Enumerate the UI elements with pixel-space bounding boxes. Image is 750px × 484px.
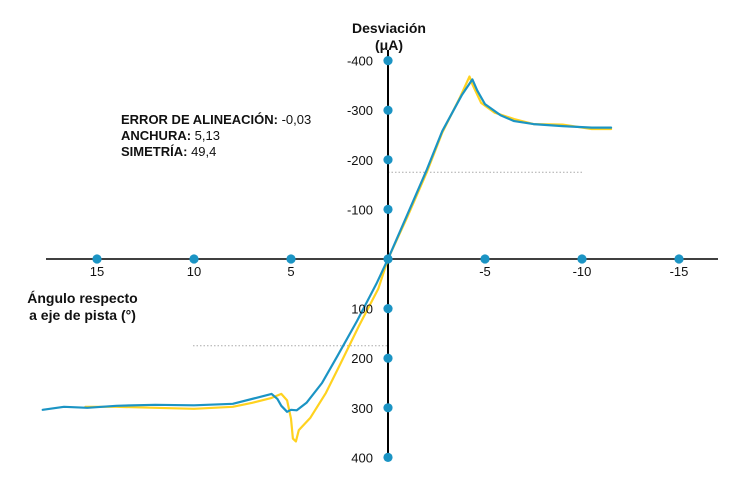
x-axis-title-line1: Ángulo respecto [27, 290, 138, 306]
y-tick-label: -100 [347, 202, 373, 217]
width-label: ANCHURA: [121, 128, 192, 143]
x-tick-marker [92, 254, 102, 264]
origin-marker [383, 254, 393, 264]
width-value: 5,13 [194, 128, 220, 143]
x-tick-label: -10 [573, 264, 592, 279]
y-tick-marker [383, 452, 393, 462]
y-tick-label: 300 [351, 401, 373, 416]
alignment-error-label: ERROR DE ALINEACIÓN: [121, 112, 278, 127]
y-tick-marker [383, 403, 393, 413]
y-tick-label: 100 [351, 302, 373, 317]
x-tick-marker [480, 254, 490, 264]
y-axis-title-line2: (μA) [375, 37, 403, 53]
y-tick-marker [383, 204, 393, 214]
y-tick-label: -300 [347, 103, 373, 118]
alignment-error-value: -0,03 [281, 112, 312, 127]
y-axis-title-line1: Desviación [352, 20, 426, 36]
tick-labels: 15 10 5 -5 -10 -15 -400 -300 -200 -100 100 200 300 40… [90, 54, 689, 466]
y-tick-label: -200 [347, 153, 373, 168]
x-tick-marker [577, 254, 587, 264]
y-tick-marker [383, 105, 393, 115]
symmetry-value: 49,4 [191, 144, 217, 159]
x-tick-marker [189, 254, 199, 264]
x-tick-label: -15 [670, 264, 689, 279]
x-tick-label: 15 [90, 264, 104, 279]
x-tick-label: -5 [479, 264, 491, 279]
x-tick-label: 5 [287, 264, 294, 279]
width-stat: ANCHURA: 5,13 [121, 128, 220, 143]
x-tick-marker [674, 254, 684, 264]
y-axis-title: Desviación (μA) [344, 20, 434, 54]
y-tick-marker [383, 155, 393, 165]
series-line-2 [41, 78, 613, 413]
x-axis-title: Ángulo respecto a eje de pista (°) [20, 290, 145, 324]
series-line-1 [84, 75, 613, 443]
x-tick-label: 10 [187, 264, 201, 279]
y-tick-marker [383, 56, 393, 66]
symmetry-stat: SIMETRÍA: 49,4 [121, 144, 216, 159]
alignment-error-stat: ERROR DE ALINEACIÓN: -0,03 [121, 112, 311, 127]
axis-markers [92, 56, 684, 462]
y-tick-label: -400 [347, 54, 373, 69]
y-tick-marker [383, 353, 393, 363]
reference-lines [193, 171, 583, 347]
y-tick-label: 400 [351, 450, 373, 465]
y-tick-marker [383, 304, 393, 314]
x-tick-marker [286, 254, 296, 264]
x-axis-title-line2: a eje de pista (°) [29, 307, 136, 323]
symmetry-label: SIMETRÍA: [121, 144, 188, 159]
y-tick-label: 200 [351, 351, 373, 366]
series-layer [41, 75, 613, 443]
